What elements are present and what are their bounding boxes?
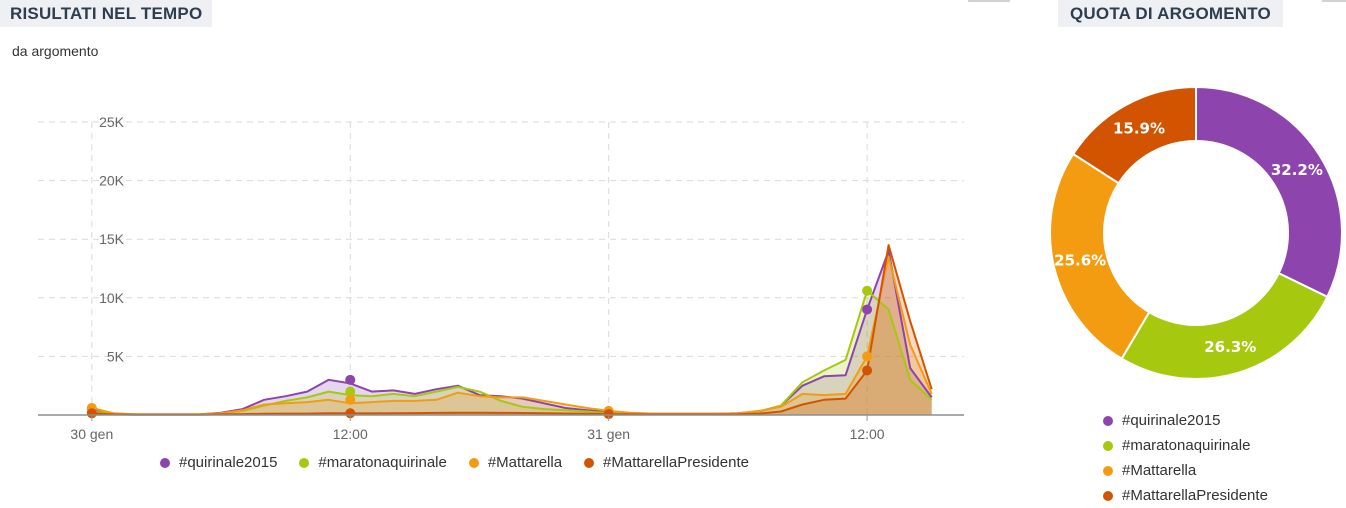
chart-areas [91, 245, 932, 415]
series-area-Mattarella [91, 256, 932, 415]
legend-label: #Mattarella [487, 454, 563, 471]
line-chart[interactable]: 5K 10K 15K 20K 25K 30 gen 12:00 31 gen 12:00 [0, 80, 980, 452]
legend-dot [1103, 490, 1113, 501]
y-tick-label: 10K [99, 290, 125, 306]
data-point-quirinale2015[interactable] [345, 374, 356, 385]
legend-dot [299, 457, 310, 468]
legend-label: #MattarellaPresidente [1122, 487, 1268, 504]
x-tick-label: 12:00 [850, 426, 885, 442]
donut-slice-maratonaquirinale[interactable] [1120, 271, 1329, 380]
legend-dot [1103, 415, 1113, 426]
legend-item-quirinale2015[interactable]: #quirinale2015 [1103, 408, 1268, 433]
line-chart-subtitle: da argomento [12, 43, 99, 59]
chart-axes: 5K 10K 15K 20K 25K 30 gen 12:00 31 gen 12:00 [38, 114, 964, 442]
series-area-maratonaquirinale [91, 290, 932, 415]
legend-dot [1103, 440, 1113, 451]
data-point-maratonaquirinale[interactable] [862, 285, 873, 296]
legend-label: #MattarellaPresidente [603, 454, 749, 471]
legend-item-maratonaquirinale[interactable]: #maratonaquirinale [1103, 433, 1268, 458]
data-point-Mattarella[interactable] [345, 394, 356, 405]
y-tick-label: 20K [99, 173, 125, 189]
x-tick-label: 31 gen [587, 426, 630, 442]
legend-label: #maratonaquirinale [1122, 437, 1251, 454]
donut-slice-Mattarella[interactable] [1049, 152, 1151, 361]
donut-slice-labels: 32.2% 26.3% 25.6% 15.9% [1054, 120, 1323, 356]
legend-item-Mattarella[interactable]: #Mattarella [1103, 458, 1268, 483]
legend-dot [160, 457, 170, 468]
series-area-MattarellaPresidente [91, 245, 932, 415]
slice-label: 26.3% [1204, 338, 1256, 356]
data-point-maratonaquirinale[interactable] [345, 386, 356, 397]
x-tick-label: 30 gen [70, 426, 113, 442]
legend-label: #quirinale2015 [1122, 412, 1221, 429]
donut-chart-legend: #quirinale2015 #maratonaquirinale #Mattare… [1103, 408, 1268, 508]
legend-label: #Mattarella [1122, 462, 1197, 479]
slice-label: 25.6% [1054, 251, 1106, 269]
x-tick-label: 12:00 [333, 426, 368, 442]
line-chart-legend: #quirinale2015 #maratonaquirinale #Mattare… [160, 454, 749, 471]
y-tick-label: 5K [107, 348, 125, 364]
legend-item-MattarellaPresidente[interactable]: #MattarellaPresidente [1103, 483, 1268, 508]
donut-chart-title: QUOTA DI ARGOMENTO [1058, 0, 1283, 27]
donut-slice-MattarellaPresidente[interactable] [1071, 85, 1197, 185]
chart-markers [86, 285, 873, 420]
legend-dot [584, 457, 595, 468]
legend-item-maratonaquirinale[interactable]: #maratonaquirinale [299, 454, 447, 471]
donut-chart[interactable]: 32.2% 26.3% 25.6% 15.9% [1040, 78, 1346, 388]
line-chart-title: RISULTATI NEL TEMPO [0, 0, 213, 27]
y-tick-label: 15K [99, 231, 125, 247]
legend-item-MattarellaPresidente[interactable]: #MattarellaPresidente [584, 454, 749, 471]
legend-dot [468, 457, 479, 468]
panel-corner-mark [968, 0, 1010, 2]
data-point-Mattarella[interactable] [862, 351, 873, 362]
data-point-quirinale2015[interactable] [862, 304, 873, 315]
series-line-Mattarella[interactable] [91, 255, 933, 416]
series-area-quirinale2015 [91, 250, 932, 415]
legend-label: #quirinale2015 [179, 454, 278, 471]
legend-dot [1103, 465, 1113, 476]
panel-corner-mark [1322, 0, 1346, 2]
chart-grid [38, 121, 964, 415]
donut-slice-quirinale2015[interactable] [1195, 85, 1343, 299]
slice-label: 32.2% [1271, 161, 1323, 179]
legend-item-quirinale2015[interactable]: #quirinale2015 [160, 454, 277, 471]
y-tick-label: 25K [99, 114, 125, 130]
data-point-MattarellaPresidente[interactable] [603, 409, 614, 420]
data-point-MattarellaPresidente[interactable] [862, 365, 873, 376]
donut-slices [1049, 85, 1343, 380]
legend-label: #maratonaquirinale [318, 454, 447, 471]
slice-label: 15.9% [1113, 120, 1165, 138]
legend-item-Mattarella[interactable]: #Mattarella [468, 454, 563, 471]
